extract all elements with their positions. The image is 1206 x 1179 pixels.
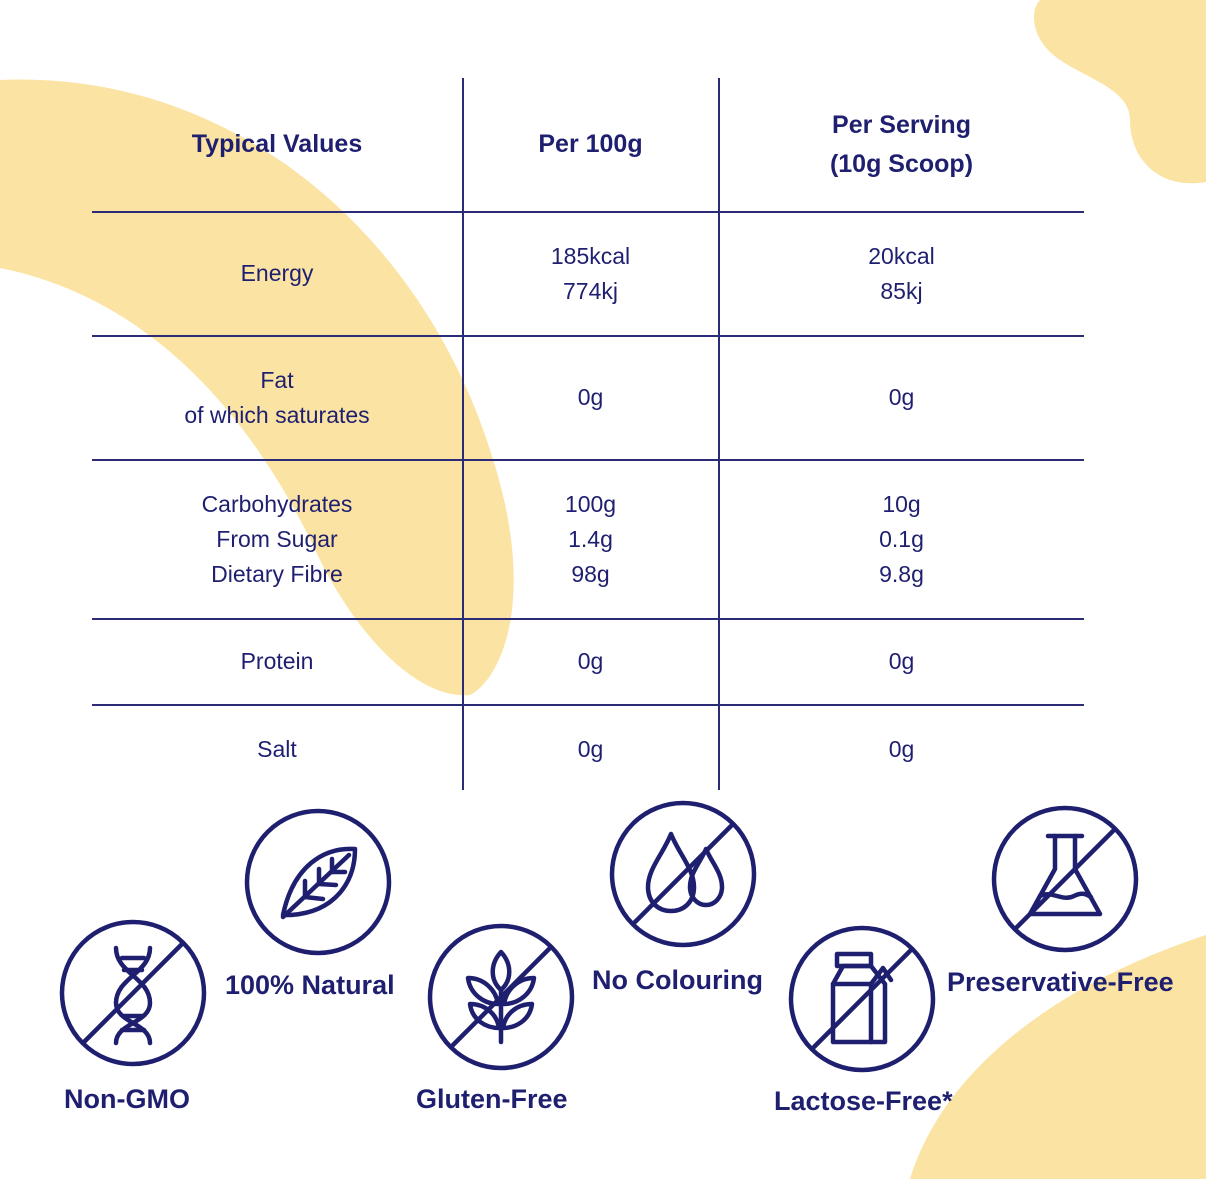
table-cell-text: 100g bbox=[564, 490, 617, 517]
badge-label-no-colouring: No Colouring bbox=[592, 965, 763, 995]
row-protein-label: Protein bbox=[92, 619, 462, 704]
header-per-100g-text: Per 100g bbox=[538, 130, 643, 158]
row-fat-per-serving: 0g bbox=[719, 336, 1084, 459]
row-salt-per-serving: 0g bbox=[719, 705, 1084, 793]
header-per-serving-line1: Per Serving bbox=[832, 110, 971, 139]
table-cell-text: Carbohydrates bbox=[201, 490, 353, 517]
row-energy-label: Energy bbox=[92, 212, 462, 335]
table-cell-text: Salt bbox=[257, 735, 297, 762]
table-cell-text: 0g bbox=[577, 735, 604, 762]
table-row-divider-5 bbox=[92, 704, 1084, 706]
header-per-serving-line2: (10g Scoop) bbox=[829, 149, 974, 178]
drops-crossed-icon bbox=[608, 799, 758, 949]
row-protein-per-100g: 0g bbox=[463, 619, 718, 704]
table-cell-text: 0g bbox=[888, 735, 915, 762]
badge-label-lactose-free: Lactose-Free* bbox=[774, 1086, 953, 1116]
table-cell-text: 10g bbox=[882, 490, 921, 517]
table-cell-text: 20kcal bbox=[868, 242, 935, 269]
table-cell-text: 0g bbox=[888, 648, 915, 674]
flask-crossed-icon bbox=[990, 804, 1140, 954]
table-cell-text: Fat bbox=[260, 366, 294, 393]
badge-label-non-gmo: Non-GMO bbox=[64, 1084, 190, 1114]
header-typical-values: Typical Values bbox=[92, 78, 462, 211]
row-salt-per-100g: 0g bbox=[463, 705, 718, 793]
badge-label-preservative-free: Preservative-Free bbox=[947, 967, 1174, 997]
table-cell-text: 185kcal bbox=[550, 242, 631, 269]
table-column-divider-2 bbox=[718, 78, 720, 790]
table-cell-text: From Sugar bbox=[216, 525, 338, 552]
table-cell-text: 0.1g bbox=[879, 525, 924, 552]
yellow-arc-shape bbox=[0, 79, 514, 696]
milk-carton-crossed-icon bbox=[787, 924, 937, 1074]
row-protein-per-serving: 0g bbox=[719, 619, 1084, 704]
table-cell-text: 1.4g bbox=[568, 525, 613, 552]
header-per-100g: Per 100g bbox=[463, 78, 718, 211]
table-cell-text: Protein bbox=[240, 648, 314, 674]
table-row-divider-2 bbox=[92, 335, 1084, 337]
row-carbohydrates-label: Carbohydrates From Sugar Dietary Fibre bbox=[92, 460, 462, 618]
table-cell-text: 0g bbox=[577, 648, 604, 674]
header-per-serving: Per Serving (10g Scoop) bbox=[719, 78, 1084, 211]
row-carbohydrates-per-100g: 100g 1.4g 98g bbox=[463, 460, 718, 618]
table-row-divider-3 bbox=[92, 459, 1084, 461]
table-cell-text: of which saturates bbox=[184, 401, 370, 428]
table-cell-text: 85kj bbox=[880, 277, 923, 304]
table-cell-text: 0g bbox=[577, 384, 604, 410]
table-cell-text: 774kj bbox=[563, 277, 618, 304]
yellow-corner-blob-top bbox=[1034, 0, 1206, 184]
header-typical-values-text: Typical Values bbox=[191, 130, 363, 158]
badge-label-gluten-free: Gluten-Free bbox=[416, 1084, 568, 1114]
table-cell-text: Energy bbox=[240, 260, 314, 286]
table-cell-text: 9.8g bbox=[879, 560, 924, 587]
table-cell-text: 0g bbox=[888, 384, 915, 410]
table-cell-text: Dietary Fibre bbox=[211, 560, 343, 587]
row-fat-label: Fat of which saturates bbox=[92, 336, 462, 459]
wheat-crossed-icon bbox=[426, 922, 576, 1072]
badge-label-100-natural: 100% Natural bbox=[225, 970, 395, 1000]
row-carbohydrates-per-serving: 10g 0.1g 9.8g bbox=[719, 460, 1084, 618]
row-energy-per-serving: 20kcal 85kj bbox=[719, 212, 1084, 335]
table-row-divider-4 bbox=[92, 618, 1084, 620]
yellow-corner-blob-bottom bbox=[910, 935, 1206, 1179]
table-cell-text: 98g bbox=[571, 560, 610, 587]
row-energy-per-100g: 185kcal 774kj bbox=[463, 212, 718, 335]
table-row-divider-1 bbox=[92, 211, 1084, 213]
leaf-icon bbox=[243, 807, 393, 957]
table-column-divider-1 bbox=[462, 78, 464, 790]
row-fat-per-100g: 0g bbox=[463, 336, 718, 459]
row-salt-label: Salt bbox=[92, 705, 462, 793]
dna-crossed-icon bbox=[58, 918, 208, 1068]
